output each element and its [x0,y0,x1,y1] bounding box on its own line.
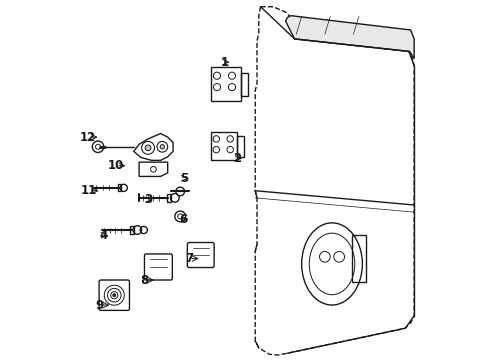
Text: 11: 11 [81,184,97,197]
Bar [241,73,247,96]
Text: 10: 10 [107,159,124,172]
Text: 5: 5 [179,172,187,185]
Bar [237,136,244,157]
Polygon shape [285,16,413,59]
Text: 2: 2 [233,152,241,165]
Text: 8: 8 [140,274,148,287]
Circle shape [113,294,116,297]
Text: 1: 1 [221,55,228,69]
Text: 4: 4 [99,229,107,242]
Text: 12: 12 [80,131,96,144]
Circle shape [160,145,164,149]
Bar [210,67,241,102]
Bar [210,132,237,160]
Text: 3: 3 [143,193,152,206]
Circle shape [145,145,151,151]
Text: 9: 9 [96,298,104,311]
Text: 6: 6 [179,213,187,226]
Text: 7: 7 [184,252,193,265]
